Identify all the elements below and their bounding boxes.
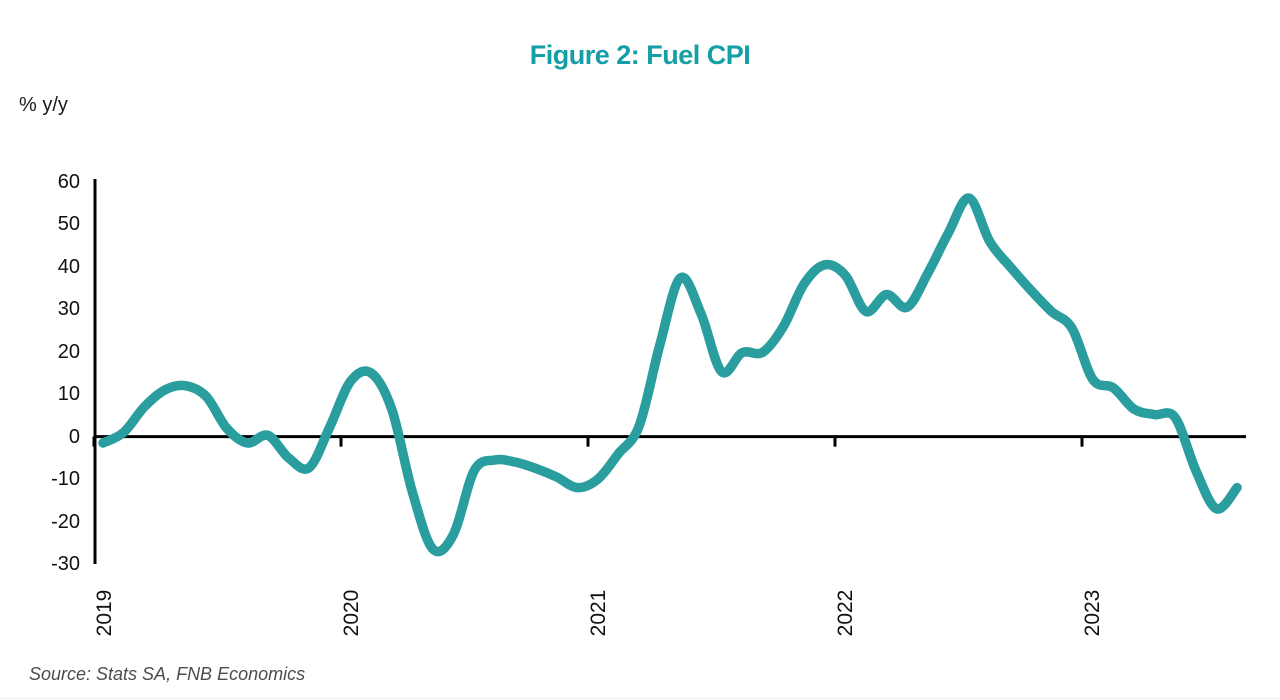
y-tick-label: 20 (57, 340, 80, 363)
source-note: Source: Stats SA, FNB Economics (29, 664, 306, 684)
fuel-cpi-line (98, 193, 1242, 557)
x-tick-label: 2020 (340, 589, 363, 637)
figure-title: Figure 2: Fuel CPI (529, 40, 751, 70)
x-tick-label: 2021 (587, 589, 610, 637)
y-tick-label: -10 (51, 468, 80, 491)
y-tick-label: 40 (57, 255, 80, 278)
y-tick-label: -30 (51, 553, 80, 575)
bottom-divider (0, 698, 1280, 699)
x-tick-label: 2023 (1081, 589, 1104, 637)
y-tick-label: 60 (57, 171, 80, 193)
x-tick-label: 2019 (93, 589, 116, 637)
y-tick-label: -20 (51, 510, 80, 533)
y-tick-label: 0 (68, 425, 80, 448)
y-tick-label: 30 (57, 298, 80, 321)
x-tick-label: 2022 (834, 589, 857, 637)
y-axis-unit-label: % y/y (19, 94, 68, 116)
y-tick-label: 50 (57, 213, 80, 236)
y-tick-label: 10 (57, 383, 80, 406)
